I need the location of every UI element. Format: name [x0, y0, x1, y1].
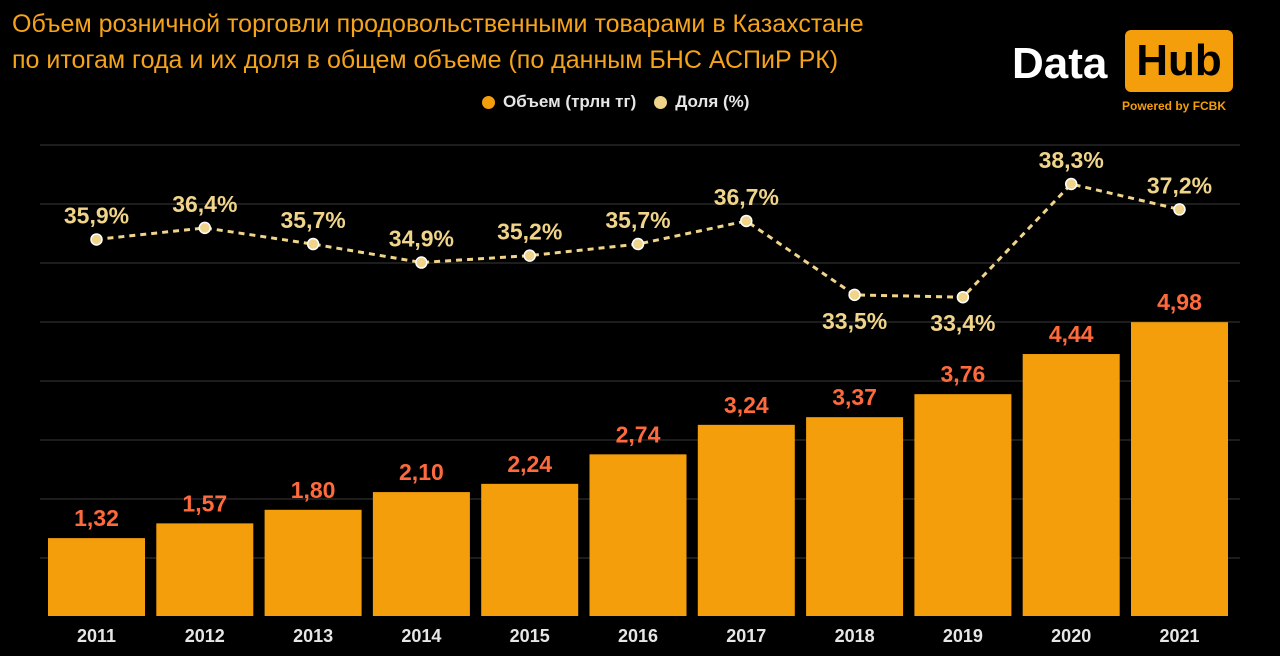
chart-title-line-1: Объем розничной торговли продовольственн… [12, 10, 864, 38]
logo-hub-box: Hub [1125, 30, 1233, 92]
share-point-2021 [1173, 203, 1186, 216]
chart-legend: Объем (трлн тг) Доля (%) [482, 92, 749, 112]
share-label-2015: 35,2% [497, 219, 562, 245]
share-point-2018 [848, 288, 861, 302]
share-point-2012 [198, 221, 212, 235]
share-point-2011 [90, 233, 103, 246]
bar-2011 [48, 538, 145, 616]
x-tick-label-2016: 2016 [618, 626, 658, 646]
share-point-2014 [415, 256, 428, 269]
logo-data-text: Data [1012, 39, 1108, 88]
bar-label-2015: 2,24 [507, 451, 552, 477]
x-tick-label-2021: 2021 [1159, 626, 1199, 646]
share-label-2020: 38,3% [1039, 147, 1104, 173]
share-point-2017 [740, 214, 753, 228]
x-tick-label-2020: 2020 [1051, 626, 1091, 646]
share-label-2021: 37,2% [1147, 172, 1212, 198]
bar-label-2016: 2,74 [616, 421, 661, 447]
bar-2015 [481, 483, 579, 616]
x-tick-label-2011: 2011 [77, 626, 116, 646]
bar-label-2021: 4,98 [1157, 289, 1202, 315]
share-point-2020 [1064, 177, 1078, 191]
share-point-2019 [956, 290, 970, 304]
bar-label-2020: 4,44 [1049, 321, 1094, 347]
bar-2019 [914, 394, 1012, 616]
share-label-2019: 33,4% [930, 310, 995, 336]
bar-2018 [806, 417, 904, 616]
share-label-2016: 35,7% [605, 207, 670, 233]
x-tick-label-2018: 2018 [835, 626, 875, 646]
x-tick-label-2014: 2014 [401, 626, 441, 646]
bar-2013 [264, 509, 362, 616]
x-tick-label-2019: 2019 [943, 626, 983, 646]
legend-label-share: Доля (%) [675, 92, 750, 111]
chart-title-line-2: по итогам года и их доля в общем объеме … [12, 46, 839, 74]
bar-2020 [1022, 354, 1120, 616]
chart-title: Объем розничной торговли продовольственн… [12, 6, 992, 78]
bar-2014 [372, 492, 470, 616]
legend-item-share[interactable]: Доля (%) [654, 92, 749, 112]
legend-swatch-volume [482, 95, 495, 109]
share-label-2014: 34,9% [389, 226, 454, 252]
logo-hub-text: Hub [1136, 36, 1222, 85]
share-label-2012: 36,4% [172, 191, 237, 217]
share-point-2015 [523, 249, 536, 262]
logo-powered-text: Powered by FCBK [1122, 99, 1227, 113]
share-line [96, 182, 1180, 299]
bar-2012 [156, 523, 254, 616]
share-label-2017: 36,7% [714, 184, 779, 210]
bar-label-2011: 1,32 [74, 505, 119, 531]
bar-label-2013: 1,80 [291, 477, 336, 503]
legend-label-volume: Объем (трлн тг) [503, 92, 637, 111]
x-tick-label-2017: 2017 [726, 626, 766, 646]
share-label-2011: 35,9% [64, 202, 129, 228]
share-point-2016 [631, 237, 645, 251]
share-point-2013 [306, 237, 320, 251]
x-tick-label-2013: 2013 [293, 626, 333, 646]
x-tick-label-2015: 2015 [510, 626, 550, 646]
bar-2017 [697, 424, 795, 616]
bar-label-2018: 3,37 [832, 384, 877, 410]
bar-label-2012: 1,57 [182, 490, 227, 516]
datahub-logo: Data Hub Powered by FCBK [1010, 28, 1235, 118]
bar-label-2017: 3,24 [724, 392, 769, 418]
legend-swatch-share [654, 95, 668, 109]
legend-item-volume[interactable]: Объем (трлн тг) [482, 92, 636, 112]
share-label-2013: 35,7% [280, 207, 345, 233]
bar-2021 [1131, 322, 1228, 616]
bar-2016 [589, 454, 687, 616]
bar-label-2019: 3,76 [941, 361, 986, 387]
share-label-2018: 33,5% [822, 308, 887, 334]
x-tick-label-2012: 2012 [185, 626, 225, 646]
bar-label-2014: 2,10 [399, 459, 444, 485]
